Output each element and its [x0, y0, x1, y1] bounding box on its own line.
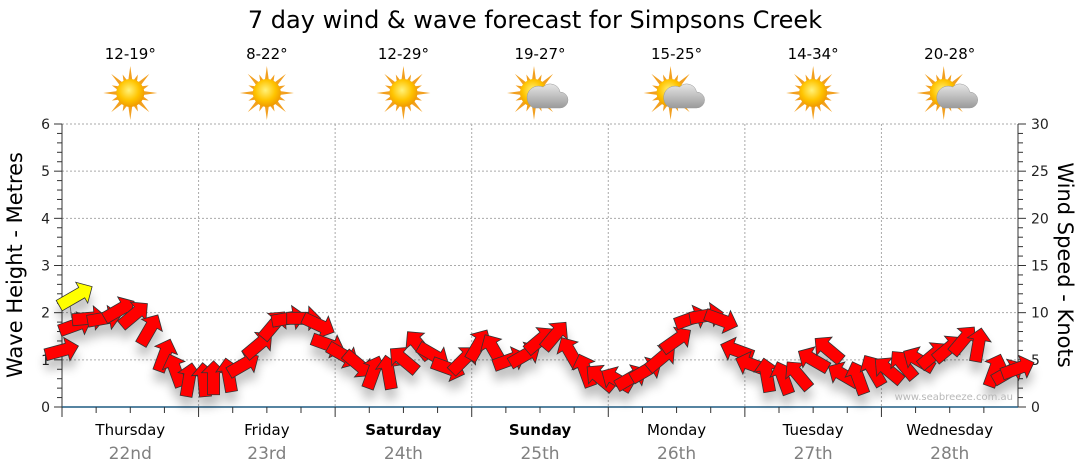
y-tick-right: 30	[1031, 117, 1049, 133]
sun-ray	[264, 66, 270, 82]
cloud	[936, 83, 978, 109]
y-tick-left: 0	[41, 400, 50, 416]
wind-arrow	[890, 351, 920, 382]
day-label: Tuesday	[782, 421, 844, 439]
sun-icon	[786, 66, 841, 120]
partly-cloudy-icon	[507, 66, 569, 120]
wind-arrow	[797, 346, 832, 375]
partly-cloudy-icon	[643, 66, 705, 120]
date-label: 25th	[520, 444, 559, 464]
sun-ray	[415, 90, 431, 96]
cloud	[526, 83, 569, 109]
y-tick-left: 4	[41, 211, 50, 227]
day-label: Friday	[244, 421, 290, 439]
day-label: Sunday	[509, 421, 572, 439]
y-tick-right: 0	[1031, 400, 1040, 416]
temperature-range: 15-25°	[651, 45, 702, 63]
sun-ray	[142, 90, 158, 96]
temperature-range: 19-27°	[514, 45, 565, 63]
partly-cloudy-icon	[916, 66, 978, 120]
wind-arrow	[300, 311, 335, 339]
temperature-range: 12-19°	[105, 45, 156, 63]
y-tick-left: 3	[41, 259, 50, 275]
sun-disc	[116, 79, 145, 107]
day-label: Saturday	[365, 421, 442, 439]
sun-ray	[264, 104, 270, 120]
sun-ray	[643, 90, 659, 96]
day-label: Wednesday	[906, 421, 993, 439]
y-tick-left: 2	[41, 306, 50, 322]
sun-disc	[252, 79, 281, 107]
sun-icon	[103, 66, 158, 120]
y-tick-right: 25	[1031, 164, 1049, 180]
sun-ray	[128, 104, 133, 120]
sun-ray	[531, 66, 537, 82]
date-label: 27th	[794, 444, 833, 464]
y-tick-left: 6	[41, 117, 50, 133]
sun-ray	[531, 104, 537, 120]
wind-arrow	[152, 338, 179, 374]
temperature-range: 12-29°	[378, 45, 429, 63]
y-tick-left: 5	[41, 164, 50, 180]
date-label: 24th	[384, 444, 423, 464]
sun-ray	[941, 66, 946, 82]
wind-arrow	[785, 361, 815, 393]
y-tick-right: 15	[1031, 259, 1049, 275]
sun-ray	[824, 90, 841, 96]
sun-icon	[376, 66, 431, 120]
wind-arrow	[999, 354, 1035, 381]
sun-ray	[128, 66, 133, 82]
sun-ray	[507, 90, 523, 96]
wind-arrow	[538, 321, 568, 353]
wind-arrow	[135, 314, 163, 348]
temperature-range: 20-28°	[924, 45, 975, 63]
y-tick-right: 10	[1031, 306, 1049, 322]
date-label: 28th	[930, 444, 969, 464]
sun-ray	[401, 66, 406, 82]
wind-arrow	[116, 301, 148, 331]
day-label: Monday	[647, 421, 706, 439]
sun-ray	[103, 90, 119, 96]
wind-arrow	[43, 336, 79, 362]
wind-arrow	[966, 327, 992, 363]
sun-disc	[799, 79, 828, 107]
wind-arrow	[753, 357, 779, 394]
date-label: 23rd	[247, 444, 286, 464]
sun-ray	[376, 90, 392, 96]
y-tick-right: 5	[1031, 353, 1040, 369]
wind-arrow	[389, 346, 421, 376]
temperature-range: 8-22°	[246, 45, 288, 63]
wind-arrow	[658, 326, 691, 356]
y-tick-left: 1	[41, 353, 50, 369]
sun-ray	[278, 90, 294, 96]
day-label: Thursday	[94, 421, 165, 439]
sun-ray	[941, 104, 946, 120]
sun-ray	[668, 104, 673, 120]
chart-title: 7 day wind & wave forecast for Simpsons …	[248, 6, 822, 34]
y-axis-left-label: Wave Height - Metres	[3, 152, 27, 378]
sun-ray	[786, 90, 802, 96]
sun-ray	[916, 90, 932, 96]
sun-ray	[810, 104, 816, 120]
cloud	[663, 83, 705, 109]
wind-arrow	[814, 336, 846, 366]
date-label: 22nd	[109, 444, 152, 464]
y-axis-right-label: Wind Speed - Knots	[1053, 162, 1077, 367]
wind-arrow	[859, 354, 888, 389]
sun-ray	[401, 104, 406, 120]
wind-arrow	[703, 308, 739, 334]
watermark: www.seabreeze.com.au	[895, 392, 1013, 403]
sun-ray	[239, 90, 256, 96]
y-tick-right: 20	[1031, 211, 1049, 227]
date-label: 26th	[657, 444, 696, 464]
swell-arrow	[55, 281, 93, 312]
temperature-range: 14-34°	[788, 45, 839, 63]
wind-arrow	[874, 357, 906, 387]
sun-disc	[389, 79, 418, 107]
sun-ray	[810, 66, 816, 82]
sun-icon	[239, 66, 294, 120]
sun-ray	[668, 66, 673, 82]
